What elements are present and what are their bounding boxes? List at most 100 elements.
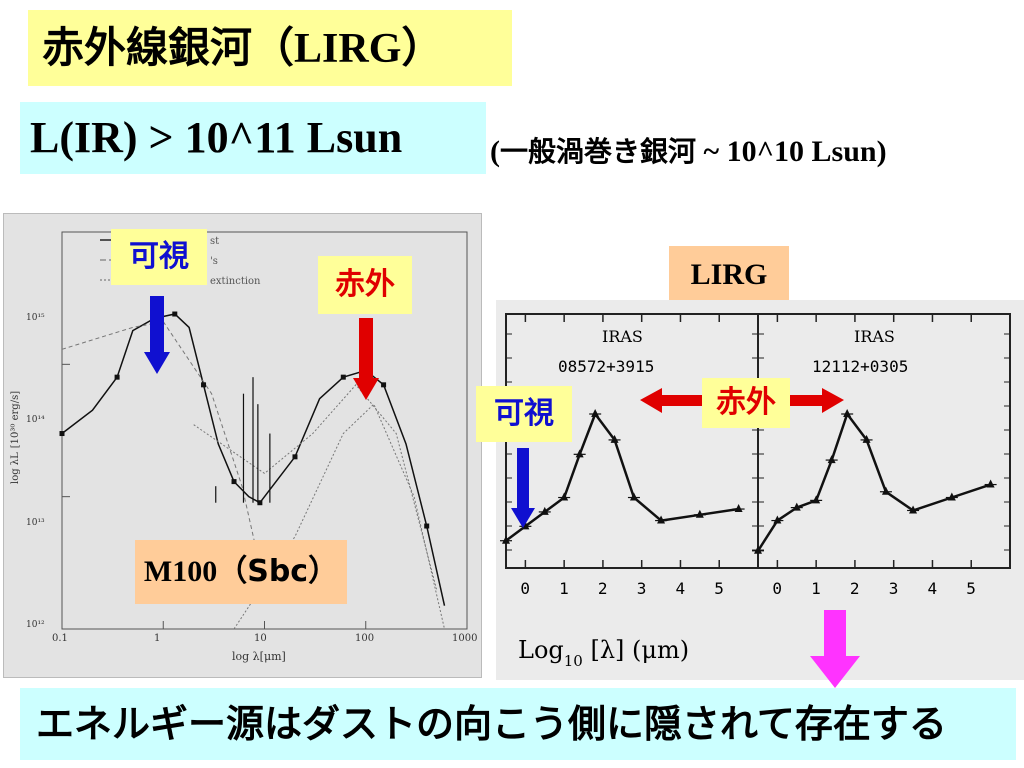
pointer-arrow-shaft bbox=[824, 610, 846, 658]
sed-data-point bbox=[172, 311, 178, 317]
lirg-data-point bbox=[540, 506, 549, 515]
panel-2-id: 12112+0305 bbox=[812, 357, 908, 376]
galaxy-type: （Sbc） bbox=[217, 554, 339, 589]
visible-arrow-shaft-right bbox=[517, 448, 529, 510]
y-tick-label-1: 10¹⁴ bbox=[26, 415, 45, 425]
right-x-tick-label: 4 bbox=[927, 579, 937, 598]
legend-text-2: 's bbox=[210, 256, 218, 267]
arrow-down-icon bbox=[144, 352, 170, 374]
panel-1-id: 08572+3915 bbox=[558, 357, 654, 376]
x-tick-label-1: 1 bbox=[154, 633, 160, 644]
lirg-data-point bbox=[754, 545, 762, 554]
right-x-tick-label: 2 bbox=[598, 579, 608, 598]
note-jp: 一般渦巻き銀河 bbox=[500, 135, 697, 168]
right-x-tick-label: 3 bbox=[637, 579, 647, 598]
sed-data-point bbox=[381, 382, 387, 388]
x-tick-label-3: 100 bbox=[355, 633, 374, 644]
sed-data-point bbox=[340, 374, 346, 380]
lirg-data-point bbox=[812, 495, 821, 504]
sed-data-point bbox=[59, 431, 65, 437]
left-axis-ticks bbox=[61, 231, 468, 629]
x-axis-label: log λ[μm] bbox=[232, 650, 286, 663]
sed-data-point bbox=[231, 479, 237, 485]
lirg-data-point bbox=[734, 504, 743, 513]
double-arrow-icon bbox=[640, 388, 706, 413]
right-x-tick-label: 5 bbox=[714, 579, 724, 598]
y-tick-label-2: 10¹³ bbox=[26, 518, 45, 528]
sed-data-point bbox=[292, 454, 298, 460]
arrow-down-icon bbox=[353, 378, 379, 400]
m100-sed-chart: st 's extinction 0.1 1 10 100 1000 10¹⁵ … bbox=[10, 231, 477, 663]
galaxy-name: M100 bbox=[143, 555, 218, 588]
right-x-tick-label: 0 bbox=[772, 579, 782, 598]
m100-label: M100（Sbc） bbox=[135, 540, 347, 604]
infrared-label-right: 赤外 bbox=[702, 378, 790, 428]
lirg-data-point bbox=[560, 492, 569, 501]
right-x-tick-labels: 0 1 2 3 4 5 0 1 2 3 4 5 bbox=[520, 579, 975, 598]
arrow-down-icon bbox=[511, 508, 535, 528]
x-tick-label-2: 10 bbox=[254, 633, 267, 644]
sed-data-point bbox=[114, 374, 120, 380]
right-x-tick-label: 5 bbox=[966, 579, 976, 598]
right-x-tick-label: 0 bbox=[520, 579, 530, 598]
sed-data-point bbox=[201, 382, 207, 388]
double-arrow-icon bbox=[788, 388, 844, 413]
lirg-data-point bbox=[862, 434, 871, 443]
visible-label-left: 可視 bbox=[111, 229, 207, 285]
right-x-tick-label: 2 bbox=[850, 579, 860, 598]
lirg-data-point bbox=[575, 449, 584, 458]
lirg-sed-figure: IRAS 08572+3915 IRAS 12112+0305 0 1 2 3 4 5 0 1… bbox=[496, 300, 1024, 680]
panel-2-name: IRAS bbox=[854, 327, 895, 346]
visible-arrow-shaft bbox=[150, 296, 164, 354]
luminosity-note: (一般渦巻き銀河 ~ 10^10 Lsun) bbox=[490, 132, 1024, 172]
lirg-data-point bbox=[881, 486, 890, 495]
x-tick-label-0: 0.1 bbox=[52, 633, 68, 644]
sed-series-line bbox=[61, 313, 446, 606]
y-tick-label-3: 10¹² bbox=[26, 620, 45, 630]
right-x-tick-label: 4 bbox=[675, 579, 685, 598]
right-x-tick-label: 1 bbox=[559, 579, 569, 598]
lirg-series-line bbox=[756, 412, 991, 552]
lirg-data-point bbox=[610, 434, 619, 443]
visible-label-right: 可視 bbox=[476, 386, 572, 442]
sed-component-line bbox=[193, 384, 437, 590]
lirg-data-point bbox=[827, 455, 836, 464]
lirg-data-point bbox=[629, 492, 638, 501]
lirg-data-point bbox=[591, 409, 600, 417]
lirg-data-point bbox=[986, 479, 995, 488]
infrared-arrow-shaft bbox=[359, 318, 373, 380]
arrow-down-icon bbox=[810, 656, 860, 688]
x-tick-label-4: 1000 bbox=[452, 633, 477, 644]
lirg-data-point bbox=[502, 535, 510, 544]
lirg-data-point bbox=[657, 515, 666, 524]
right-sed-curves bbox=[500, 409, 997, 554]
panel-1-name: IRAS bbox=[602, 327, 643, 346]
lirg-sed-chart: IRAS 08572+3915 IRAS 12112+0305 0 1 2 3 4 5 0 1… bbox=[500, 313, 1011, 670]
lirg-data-point bbox=[695, 509, 704, 518]
legend-text-1: st bbox=[210, 236, 219, 247]
conclusion-banner: エネルギー源はダストの向こう側に隠されて存在する bbox=[20, 688, 1016, 760]
page-title-latin: （LIRG） bbox=[252, 26, 444, 72]
legend-text-3: extinction bbox=[210, 276, 261, 287]
lirg-label: LIRG bbox=[669, 246, 789, 304]
sed-component-line bbox=[61, 321, 261, 567]
page-title-jp: 赤外線銀河 bbox=[42, 23, 253, 72]
lirg-data-point bbox=[909, 505, 918, 514]
lirg-data-point bbox=[947, 492, 956, 501]
sed-data-point bbox=[424, 523, 430, 529]
luminosity-condition: L(IR) > 10^11 Lsun bbox=[20, 102, 486, 174]
infrared-label-left: 赤外 bbox=[318, 256, 412, 314]
page-title: 赤外線銀河（LIRG） bbox=[28, 10, 512, 86]
note-open: ( bbox=[490, 135, 500, 168]
lirg-data-point bbox=[773, 515, 782, 524]
sed-data-point bbox=[257, 500, 263, 506]
lirg-data-point bbox=[843, 409, 852, 417]
panel-2-frame bbox=[757, 313, 1011, 569]
note-tail: ~ 10^10 Lsun) bbox=[696, 135, 887, 168]
lirg-data-point bbox=[792, 502, 801, 511]
right-x-tick-label: 1 bbox=[811, 579, 821, 598]
y-axis-label: log λL[10³⁰ erg/s] bbox=[10, 391, 21, 484]
y-tick-label-0: 10¹⁵ bbox=[26, 313, 45, 323]
right-x-tick-label: 3 bbox=[889, 579, 899, 598]
pointer-arrow bbox=[810, 610, 860, 688]
